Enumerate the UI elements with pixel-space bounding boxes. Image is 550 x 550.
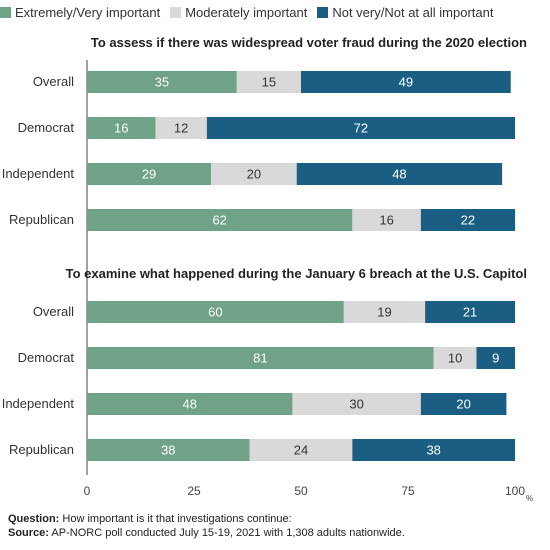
footer-source: Source: AP-NORC poll conducted July 15-1… — [8, 526, 405, 540]
bar-segment — [301, 71, 511, 93]
data-label: 29 — [142, 167, 156, 182]
bar-segment — [87, 301, 344, 323]
bar-segment — [211, 163, 297, 185]
source-text: AP-NORC poll conducted July 15-19, 2021 … — [48, 527, 405, 539]
tick-label: 75 — [401, 484, 415, 498]
data-label: 9 — [492, 351, 499, 366]
data-label: 21 — [463, 305, 477, 320]
tick-unit: % — [526, 494, 533, 503]
category-label: Overall — [33, 74, 74, 89]
bar-segment — [87, 347, 434, 369]
tick-label: 50 — [294, 484, 308, 498]
legend-swatch-moderately — [170, 6, 182, 18]
legend-item-extremely-very: Extremely/Very important — [0, 5, 160, 20]
category-label: Republican — [9, 212, 74, 227]
bar-segment — [420, 393, 507, 415]
bar-segment — [352, 439, 515, 461]
data-label: 48 — [392, 167, 406, 182]
bar-segment — [420, 209, 515, 231]
data-label: 81 — [253, 351, 267, 366]
data-label: 12 — [174, 121, 188, 136]
category-label: Democrat — [18, 120, 75, 135]
source-label: Source: — [8, 527, 49, 539]
category-label: Overall — [33, 304, 74, 319]
data-label: 49 — [399, 75, 413, 90]
data-label: 15 — [262, 75, 276, 90]
data-label: 20 — [456, 397, 470, 412]
data-label: 62 — [212, 213, 226, 228]
bar-segment — [87, 163, 212, 185]
bar-segment — [343, 301, 426, 323]
question-label: Question: — [8, 513, 60, 525]
legend-item-moderately: Moderately important — [170, 5, 307, 20]
legend-label-not-very: Not very/Not at all important — [332, 4, 494, 20]
bar-segment — [87, 209, 353, 231]
data-label: 24 — [294, 443, 308, 458]
panel-title: To examine what happened during the Janu… — [66, 266, 527, 281]
data-label: 20 — [247, 167, 261, 182]
category-label: Independent — [2, 396, 75, 411]
bar-segment — [87, 393, 293, 415]
bar-segment — [352, 209, 421, 231]
tick-label: 0 — [84, 484, 91, 498]
footer-question: Question: How important is it that inves… — [8, 512, 405, 526]
bar-segment — [87, 71, 237, 93]
bar-segment — [236, 71, 301, 93]
bar-segment — [433, 347, 477, 369]
data-label: 38 — [161, 443, 175, 458]
data-label: 16 — [114, 121, 128, 136]
bar-segment — [87, 117, 156, 139]
question-text: How important is it that investigations … — [59, 513, 292, 525]
data-label: 30 — [349, 397, 363, 412]
data-label: 72 — [354, 121, 368, 136]
data-label: 48 — [182, 397, 196, 412]
category-label: Republican — [9, 442, 74, 457]
bar-segment — [296, 163, 503, 185]
bar-segment — [249, 439, 353, 461]
data-label: 38 — [426, 443, 440, 458]
legend: Extremely/Very important Moderately impo… — [0, 3, 503, 21]
panel-title: To assess if there was widespread voter … — [91, 35, 527, 50]
legend-item-not-very: Not very/Not at all important — [317, 5, 493, 20]
chart: To assess if there was widespread voter … — [2, 35, 533, 503]
data-label: 16 — [379, 213, 393, 228]
bar-segment — [476, 347, 515, 369]
data-label: 10 — [448, 351, 462, 366]
data-label: 22 — [461, 213, 475, 228]
legend-swatch-not-very — [317, 6, 329, 18]
legend-label-extremely-very: Extremely/Very important — [15, 4, 161, 20]
data-label: 60 — [208, 305, 222, 320]
legend-label-moderately: Moderately important — [185, 4, 308, 20]
category-label: Independent — [2, 166, 75, 181]
bar-segment — [87, 439, 250, 461]
bar-segment — [206, 117, 515, 139]
data-label: 19 — [377, 305, 391, 320]
tick-label: 100 — [505, 484, 525, 498]
bar-segment — [155, 117, 207, 139]
bar-segment — [292, 393, 421, 415]
data-label: 35 — [155, 75, 169, 90]
legend-swatch-extremely-very — [0, 6, 11, 18]
footer: Question: How important is it that inves… — [8, 512, 405, 540]
bar-segment — [425, 301, 515, 323]
category-label: Democrat — [18, 350, 75, 365]
tick-label: 25 — [187, 484, 201, 498]
